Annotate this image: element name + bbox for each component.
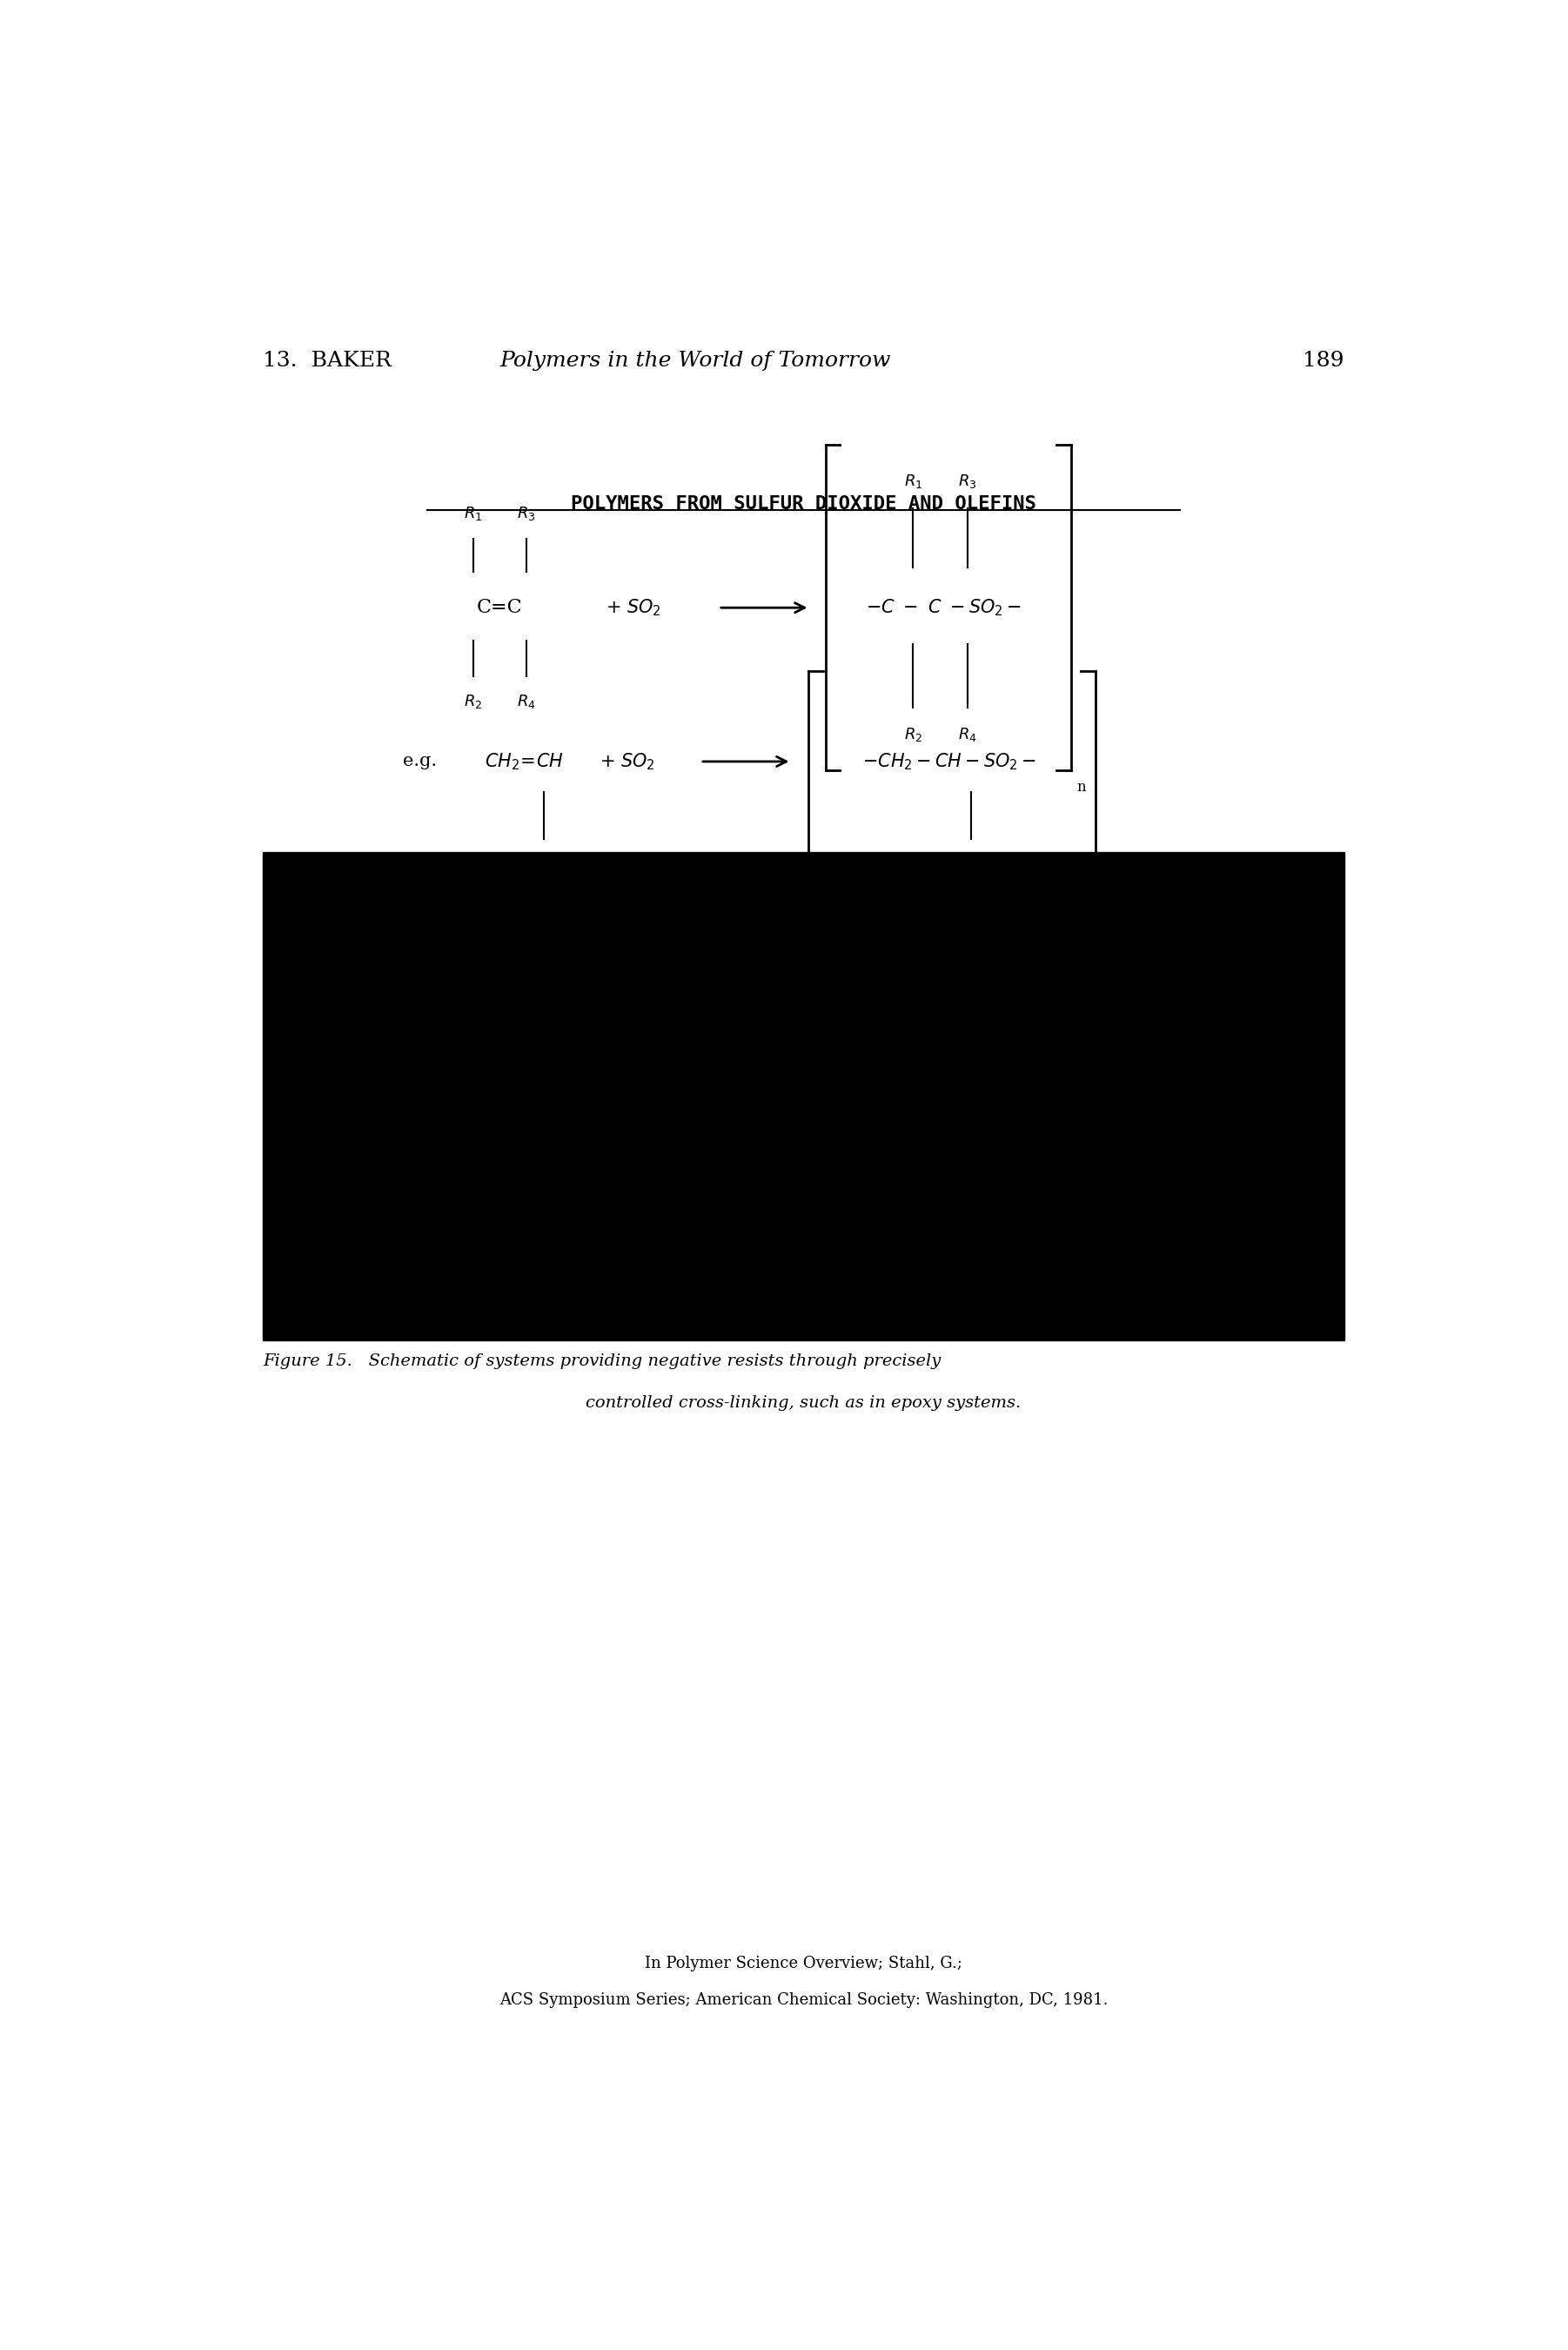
Text: $-CH_2-CH-SO_2-$: $-CH_2-CH-SO_2-$: [862, 752, 1036, 771]
Text: $R_3$: $R_3$: [517, 505, 536, 522]
Text: Figure 15.   Schematic of systems providing negative resists through precisely: Figure 15. Schematic of systems providin…: [263, 1354, 941, 1370]
Text: e.g.: e.g.: [403, 754, 436, 771]
Text: ACS Symposium Series; American Chemical Society: Washington, DC, 1981.: ACS Symposium Series; American Chemical …: [499, 1993, 1109, 2007]
Text: $CH_3$: $CH_3$: [528, 961, 558, 978]
Text: bond cleavage, yielding positive resist.: bond cleavage, yielding positive resist.: [637, 1142, 971, 1156]
Text: C=C: C=C: [477, 599, 522, 618]
Text: 189: 189: [1303, 350, 1344, 371]
Text: BUTENE – 1: BUTENE – 1: [477, 1020, 571, 1036]
Text: $R_1$: $R_1$: [903, 472, 922, 489]
Text: POLY(BUTENE – 1 SULFONE): POLY(BUTENE – 1 SULFONE): [836, 1074, 1063, 1090]
Text: $+\ SO_2$: $+\ SO_2$: [599, 752, 655, 771]
Text: $R_4$: $R_4$: [958, 726, 977, 743]
Text: Figure 14.   Example of polysulfones exhibiting special response to electron bea: Figure 14. Example of polysulfones exhib…: [263, 1100, 969, 1116]
Text: $R_2$: $R_2$: [903, 726, 922, 743]
Text: $CH_2$: $CH_2$: [528, 860, 558, 877]
Text: n: n: [1101, 1060, 1110, 1074]
Text: $R_2$: $R_2$: [464, 693, 483, 710]
Text: $CH_3$: $CH_3$: [956, 961, 986, 978]
Text: n: n: [1077, 780, 1087, 794]
Text: $-C\ -\ C\ -SO_2-$: $-C\ -\ C\ -SO_2-$: [866, 597, 1021, 618]
Text: $R_1$: $R_1$: [464, 505, 483, 522]
Text: controlled cross-linking, such as in epoxy systems.: controlled cross-linking, such as in epo…: [586, 1396, 1021, 1410]
Text: In Polymer Science Overview; Stahl, G.;: In Polymer Science Overview; Stahl, G.;: [644, 1955, 963, 1972]
Text: $R_3$: $R_3$: [958, 472, 977, 489]
Text: $+\ SO_2$: $+\ SO_2$: [605, 597, 662, 618]
Text: 13.  BAKER: 13. BAKER: [263, 350, 392, 371]
Text: $CH_2\!=\!CH$: $CH_2\!=\!CH$: [485, 752, 563, 771]
Bar: [263, 853, 1344, 1340]
Text: POLYMERS FROM SULFUR DIOXIDE AND OLEFINS: POLYMERS FROM SULFUR DIOXIDE AND OLEFINS: [571, 496, 1036, 512]
Text: Polymers in the World of Tomorrow: Polymers in the World of Tomorrow: [500, 350, 891, 371]
Text: $R_4$: $R_4$: [517, 693, 536, 710]
Text: $CH_2$: $CH_2$: [956, 860, 986, 877]
